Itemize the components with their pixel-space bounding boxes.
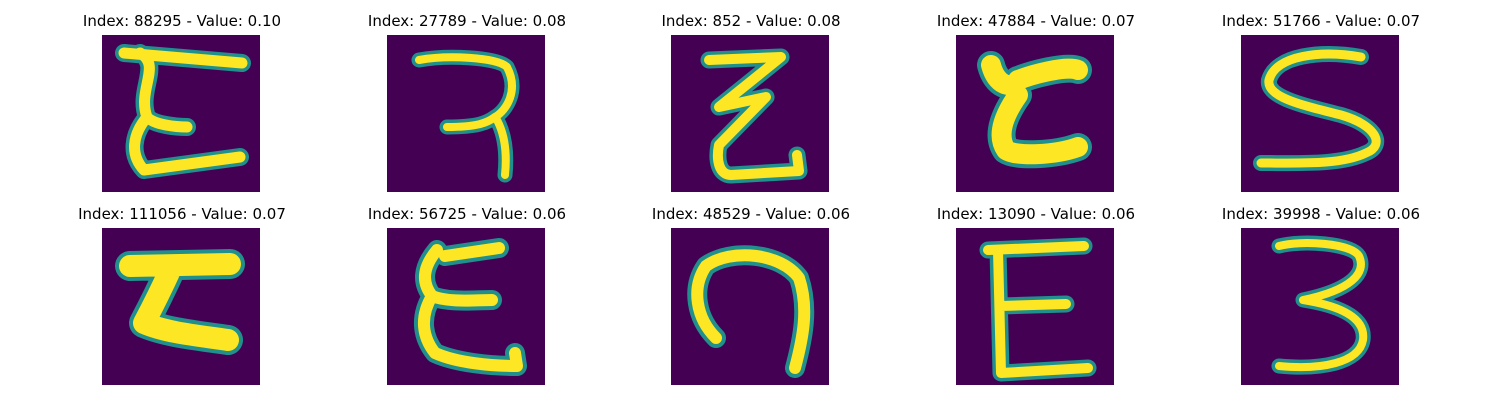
panel-title: Index: 47884 - Value: 0.07 [936, 12, 1136, 30]
handwritten-glyph-image [956, 35, 1114, 192]
handwritten-glyph-image [671, 35, 829, 192]
panel-title: Index: 39998 - Value: 0.06 [1221, 205, 1421, 223]
handwritten-glyph-image [387, 228, 545, 385]
handwritten-glyph-image [387, 35, 545, 192]
handwritten-glyph-image [1241, 35, 1399, 192]
panel-title: Index: 852 - Value: 0.08 [661, 12, 841, 30]
panel-title: Index: 13090 - Value: 0.06 [936, 205, 1136, 223]
handwritten-glyph-image [671, 228, 829, 385]
panel-title: Index: 56725 - Value: 0.06 [367, 205, 567, 223]
panel-title: Index: 27789 - Value: 0.08 [367, 12, 567, 30]
panel-title: Index: 51766 - Value: 0.07 [1221, 12, 1421, 30]
panel-title: Index: 88295 - Value: 0.10 [82, 12, 282, 30]
handwritten-glyph-image [1241, 228, 1399, 385]
panel-title: Index: 48529 - Value: 0.06 [651, 205, 851, 223]
handwritten-glyph-image [102, 228, 260, 385]
handwritten-glyph-image [956, 228, 1114, 385]
panel-title: Index: 111056 - Value: 0.07 [78, 205, 286, 223]
handwritten-glyph-image [102, 35, 260, 192]
